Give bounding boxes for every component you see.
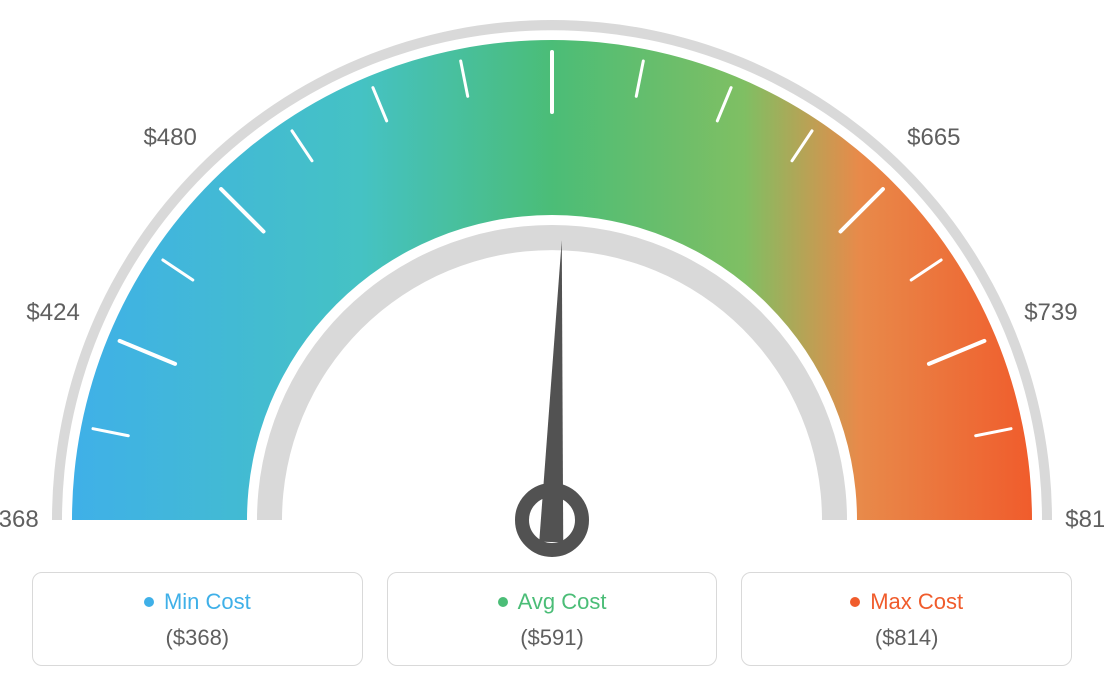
min-cost-value: ($368) bbox=[33, 625, 362, 651]
cost-gauge-chart: { "gauge": { "type": "gauge", "center_x"… bbox=[0, 0, 1104, 690]
dot-icon bbox=[850, 597, 860, 607]
gauge-tick-label: $739 bbox=[1024, 299, 1077, 327]
dot-icon bbox=[144, 597, 154, 607]
dot-icon bbox=[498, 597, 508, 607]
avg-cost-title: Avg Cost bbox=[498, 589, 607, 615]
gauge-tick-label: $665 bbox=[907, 124, 960, 152]
max-cost-card: Max Cost ($814) bbox=[741, 572, 1072, 666]
max-cost-title: Max Cost bbox=[850, 589, 963, 615]
avg-cost-label: Avg Cost bbox=[518, 589, 607, 615]
summary-cards: Min Cost ($368) Avg Cost ($591) Max Cost… bbox=[32, 572, 1072, 666]
avg-cost-value: ($591) bbox=[388, 625, 717, 651]
gauge-tick-label: $814 bbox=[1065, 506, 1104, 534]
min-cost-card: Min Cost ($368) bbox=[32, 572, 363, 666]
max-cost-value: ($814) bbox=[742, 625, 1071, 651]
max-cost-label: Max Cost bbox=[870, 589, 963, 615]
min-cost-title: Min Cost bbox=[144, 589, 251, 615]
gauge-tick-label: $368 bbox=[0, 506, 39, 534]
gauge-tick-label: $424 bbox=[26, 299, 79, 327]
min-cost-label: Min Cost bbox=[164, 589, 251, 615]
gauge-tick-label: $480 bbox=[143, 124, 196, 152]
avg-cost-card: Avg Cost ($591) bbox=[387, 572, 718, 666]
